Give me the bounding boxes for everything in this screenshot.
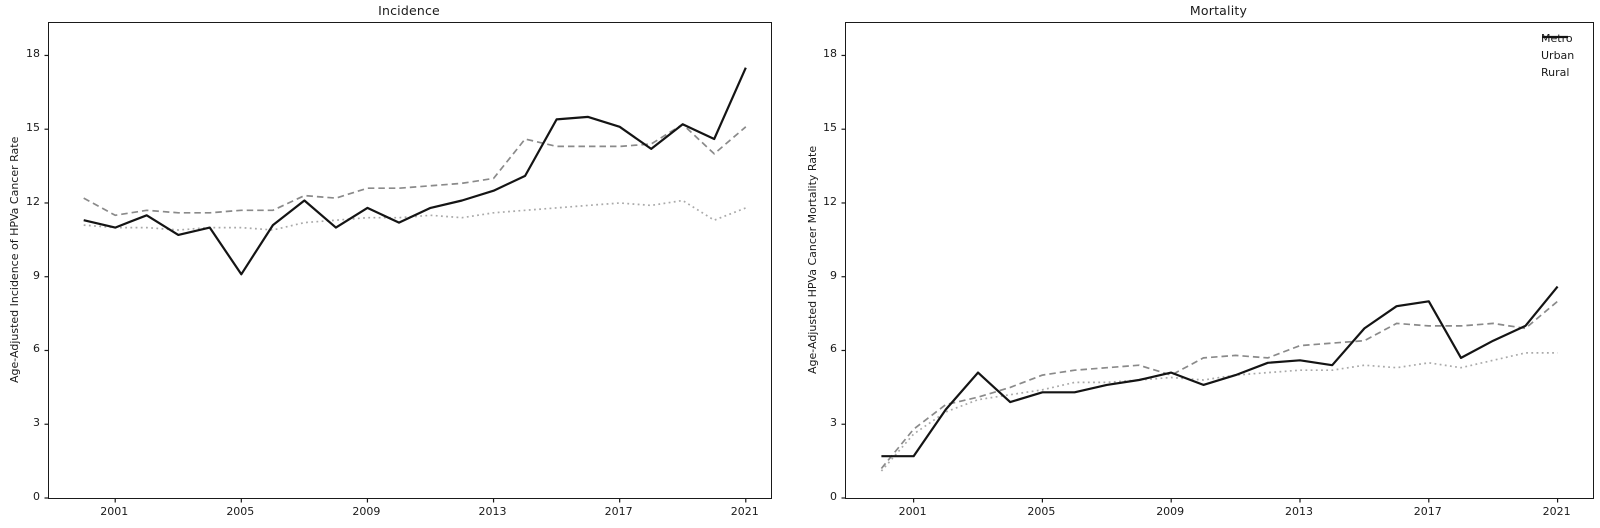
y-tick-label: 3 bbox=[830, 416, 837, 430]
y-tick-label: 9 bbox=[33, 268, 40, 282]
series-line-metro bbox=[880, 352, 1558, 472]
plot-canvas bbox=[44, 54, 747, 503]
y-tick-label: 12 bbox=[26, 194, 40, 208]
x-tick-label: 2001 bbox=[100, 505, 129, 518]
x-tick-label: 2017 bbox=[1413, 505, 1442, 518]
legend-item-rural: Rural bbox=[1541, 35, 1579, 79]
plot-canvas bbox=[841, 54, 1559, 503]
x-tick-label: 2017 bbox=[604, 505, 633, 518]
mortality-plot-area: Metro Urban Rural bbox=[841, 22, 1594, 503]
x-tick-label: 2013 bbox=[478, 505, 507, 518]
incidence-plot-area bbox=[44, 22, 772, 503]
series-line-urban bbox=[83, 123, 747, 217]
series-line-urban bbox=[880, 300, 1559, 470]
y-tick-label: 0 bbox=[830, 490, 837, 503]
y-tick-label: 15 bbox=[26, 121, 40, 135]
legend: Metro Urban Rural bbox=[1541, 32, 1579, 79]
x-tick-label: 2013 bbox=[1284, 505, 1313, 518]
y-tick-label: 0 bbox=[33, 490, 40, 503]
series-line-rural bbox=[881, 285, 1559, 458]
x-tick-label: 2021 bbox=[730, 505, 759, 518]
legend-line-sample-solid bbox=[1542, 35, 1568, 39]
y-tick-label: 18 bbox=[26, 47, 40, 61]
y-tick-label: 12 bbox=[823, 194, 837, 208]
legend-label: Metro bbox=[1541, 32, 1573, 45]
y-tick-label: 15 bbox=[823, 121, 837, 135]
y-tick-label: 6 bbox=[830, 342, 837, 356]
x-tick-label: 2001 bbox=[898, 505, 927, 518]
y-tick-label: 6 bbox=[33, 342, 40, 356]
y-tick-label: 9 bbox=[830, 268, 837, 282]
x-tick-label: 2009 bbox=[352, 505, 381, 518]
incidence-chart-title: Incidence bbox=[378, 3, 440, 18]
y-tick-label: 18 bbox=[823, 47, 837, 61]
x-tick-label: 2005 bbox=[226, 505, 255, 518]
x-tick-label: 2005 bbox=[1027, 505, 1056, 518]
legend-label: Urban bbox=[1541, 49, 1575, 62]
x-tick-label: 2009 bbox=[1156, 505, 1185, 518]
series-line-metro bbox=[83, 199, 747, 231]
x-tick-label: 2021 bbox=[1542, 505, 1571, 518]
mortality-chart-title: Mortality bbox=[1189, 3, 1248, 18]
y-tick-label: 3 bbox=[33, 416, 40, 430]
series-line-rural bbox=[83, 67, 747, 276]
legend-label: Rural bbox=[1541, 66, 1570, 79]
